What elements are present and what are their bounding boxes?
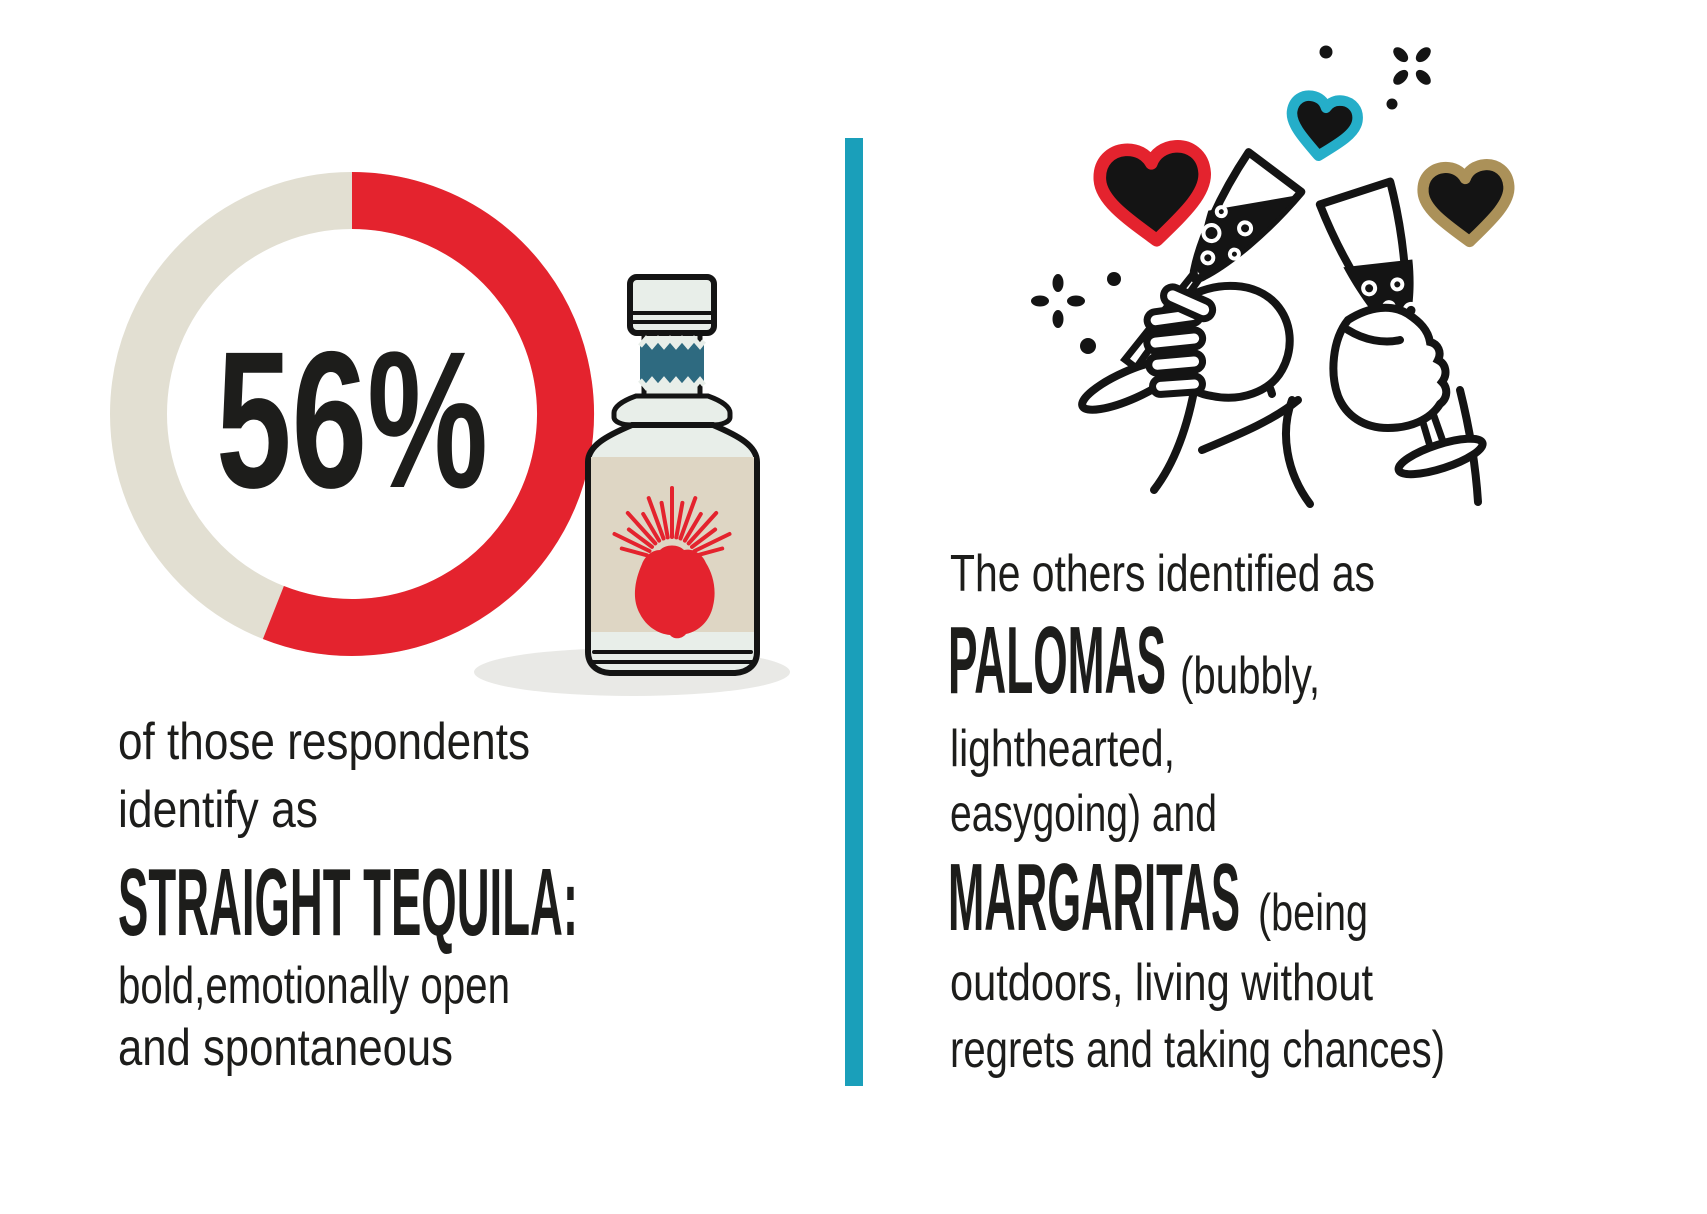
tequila-bottle-illustration (585, 274, 760, 676)
sparkle-icon (1319, 45, 1431, 110)
heart-gold-icon (1417, 159, 1515, 248)
right-intro: The others identified as (950, 545, 1375, 603)
bottle-cap-lines (628, 311, 716, 324)
left-text-block: of those respondents identify as STRAIGH… (118, 713, 578, 1077)
right-term2-tail: (being (1258, 884, 1368, 942)
section-divider (845, 138, 863, 1086)
right-line-5: outdoors, living without (950, 954, 1373, 1012)
heart-red-icon (1093, 140, 1211, 247)
heart-teal-icon (1286, 90, 1363, 162)
donut-center-label: 56% (216, 311, 488, 529)
right-text-block: The others identified as PALOMAS (bubbly… (948, 545, 1445, 1079)
right-hand (1329, 303, 1451, 433)
donut-value-arc (262, 172, 594, 656)
left-line-2: identify as (118, 781, 318, 839)
right-term1-tail: (bubbly, (1180, 647, 1320, 705)
left-line-1: of those respondents (118, 713, 530, 771)
champagne-flute-left (1119, 148, 1306, 373)
thumb (1344, 326, 1404, 346)
right-line-6: regrets and taking chances) (950, 1021, 1445, 1079)
right-line-2: lighthearted, (950, 720, 1175, 778)
bottle-cap (627, 274, 717, 336)
toasting-glasses-illustration (1031, 45, 1515, 508)
bottle-neck-band (638, 335, 706, 391)
right-term-palomas: PALOMAS (948, 607, 1166, 714)
flute-foot-right (1394, 434, 1487, 479)
agave-emblem (612, 486, 732, 639)
left-hand (1143, 281, 1294, 402)
donut-chart: 56% (110, 172, 594, 656)
left-line-4: and spontaneous (118, 1019, 453, 1077)
left-headline: STRAIGHT TEQUILA: (118, 849, 578, 956)
left-line-3: bold,emotionally open (118, 957, 510, 1015)
fingers (1143, 283, 1217, 398)
right-term-margaritas: MARGARITAS (948, 844, 1240, 951)
champagne-bubbles (1200, 205, 1254, 266)
right-line-3: easygoing) and (950, 785, 1217, 843)
bottle-collar (611, 393, 733, 428)
thumb (1160, 283, 1217, 323)
sparkle-icon (1031, 272, 1121, 354)
bottle-base-lines (589, 650, 756, 664)
